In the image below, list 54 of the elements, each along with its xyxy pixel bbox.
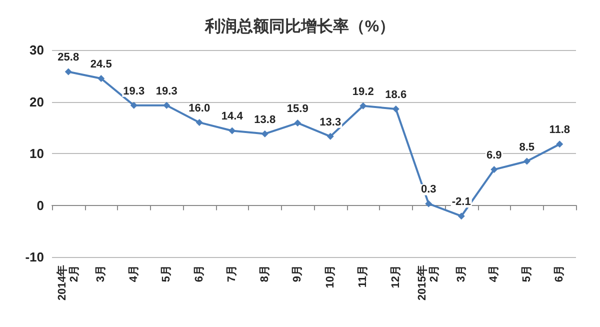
x-tick-label: 12月 [390, 265, 402, 288]
data-label: -2.1 [452, 196, 471, 208]
point [228, 127, 236, 134]
x-tick-label: 3月 [95, 265, 108, 282]
point [556, 140, 564, 148]
x-tick-label: 5月 [160, 265, 173, 282]
data-label: 8.5 [519, 141, 535, 154]
point [261, 130, 268, 138]
data-label: 24.5 [90, 58, 112, 70]
y-tick-label: 10 [30, 146, 44, 161]
x-tick-label: 7月 [226, 265, 238, 282]
point [98, 74, 105, 82]
data-label: 16.0 [188, 102, 210, 114]
point [196, 118, 203, 126]
point [163, 102, 170, 109]
x-tick-label: 2014年 2月 [55, 265, 80, 300]
data-label: 6.9 [486, 150, 502, 162]
x-tick-label: 10月 [324, 265, 336, 288]
x-tick-label: 11月 [357, 265, 370, 288]
point [326, 132, 334, 140]
x-tick-label: 8月 [258, 265, 271, 282]
point [523, 158, 530, 165]
point [490, 166, 498, 174]
y-tick-label: 30 [30, 42, 44, 58]
point [130, 102, 138, 109]
x-tick-label: 2015年 2月 [416, 265, 441, 300]
y-tick-label: -10 [25, 250, 44, 264]
x-tick-label: 9月 [292, 265, 304, 282]
chart-title: 利润总额同比增长率（%） [204, 16, 396, 36]
point [360, 102, 367, 110]
data-label: 15.9 [286, 102, 308, 115]
point [64, 68, 72, 76]
x-tick-label: 5月 [520, 265, 533, 282]
data-label: 19.3 [123, 85, 145, 98]
data-label: 19.2 [352, 86, 374, 98]
y-tick-label: 0 [36, 198, 44, 213]
point [458, 212, 465, 220]
data-label: 13.3 [320, 116, 342, 128]
data-label: 25.8 [58, 52, 80, 64]
data-label: 19.3 [156, 85, 178, 98]
data-label: 14.4 [221, 110, 244, 123]
data-label: 11.8 [549, 124, 570, 136]
x-tick-label: 3月 [455, 265, 468, 282]
y-tick-label: 20 [30, 94, 44, 110]
point [294, 119, 302, 126]
x-tick-label: 4月 [128, 265, 140, 282]
x-tick-label: 4月 [488, 265, 500, 282]
data-label: 0.3 [420, 184, 436, 196]
x-tick-label: 6月 [554, 265, 566, 282]
data-label: 18.6 [385, 88, 407, 101]
point [392, 105, 400, 112]
data-label: 13.8 [254, 114, 276, 126]
point [425, 200, 432, 208]
x-tick-label: 6月 [193, 265, 206, 282]
